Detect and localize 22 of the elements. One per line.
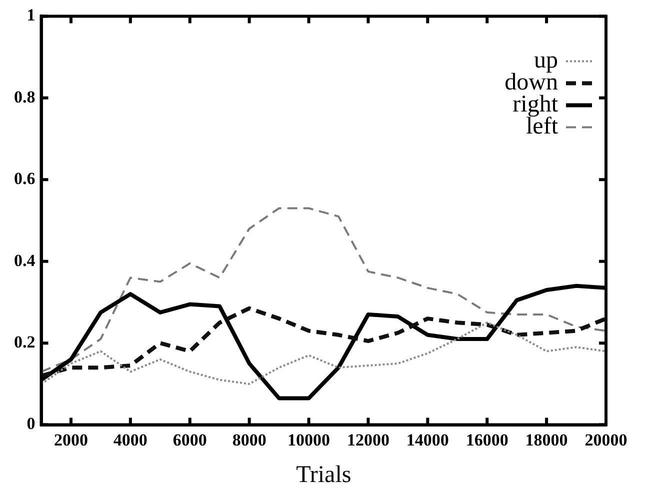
x-tick-label: 16000	[466, 430, 508, 450]
x-tick-label: 18000	[525, 430, 568, 450]
x-tick-label: 14000	[406, 430, 449, 450]
y-tick-label: 0.2	[14, 332, 36, 352]
y-tick-label: 0.8	[14, 87, 36, 106]
x-tick-label: 10000	[288, 430, 330, 450]
x-tick-label: 20000	[584, 430, 628, 450]
x-tick-label: 12000	[346, 430, 390, 450]
y-tick-label: 0.4	[14, 250, 36, 270]
line-series	[41, 207, 606, 373]
x-tick-label: 6000	[172, 430, 207, 450]
x-tick-label: 4000	[113, 430, 148, 450]
y-tick-label: 0	[26, 414, 36, 434]
legend-label: right	[512, 91, 558, 118]
x-tick-label: 2000	[54, 430, 88, 450]
x-tick-label: 8000	[232, 430, 266, 450]
y-tick-label: 0.6	[14, 169, 36, 188]
y-tick-label: 1	[26, 6, 36, 25]
line-series	[41, 322, 606, 385]
legend-label: up	[534, 47, 558, 74]
line-series	[41, 306, 606, 378]
x-axis-title: Trials	[296, 462, 352, 488]
